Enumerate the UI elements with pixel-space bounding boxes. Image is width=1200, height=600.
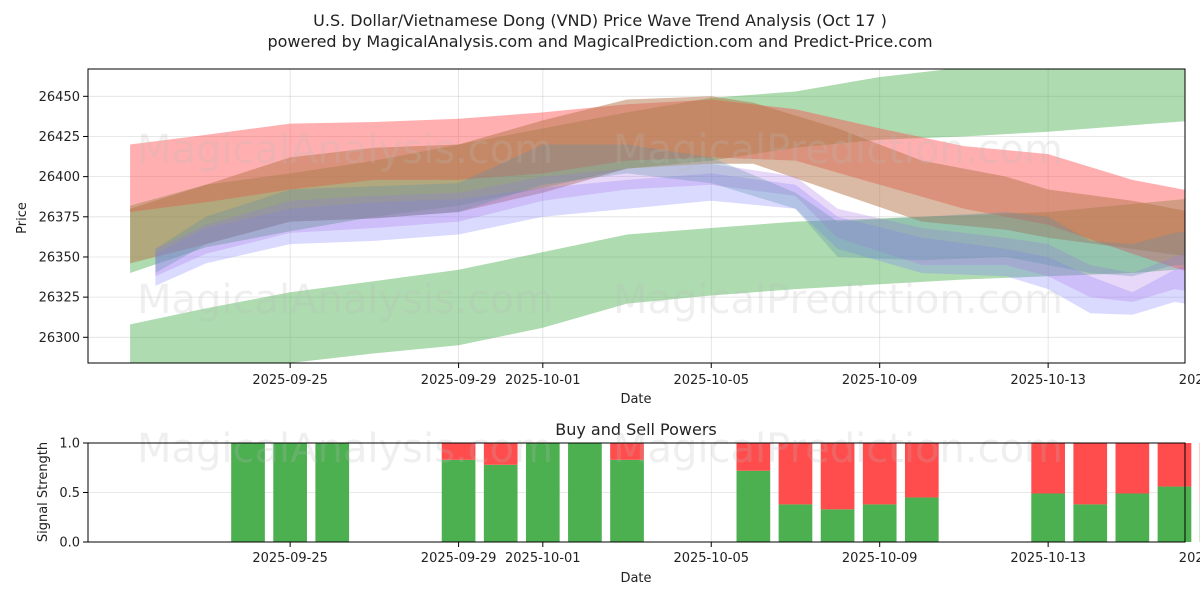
buy-bar — [1115, 493, 1150, 542]
teal-band — [155, 144, 1185, 277]
signal-x-axis: 2025-09-25 2025-09-29 2025-10-01 2025-10-05… — [252, 542, 1200, 566]
green-lower-band — [130, 198, 1185, 363]
watermark-analysis-mid: MagicalAnalysis.com — [137, 277, 553, 323]
watermark-analysis-top: MagicalAnalysis.com — [137, 127, 553, 173]
signal-y-tick-label: 0.5 — [59, 486, 80, 501]
sell-bar — [778, 443, 813, 505]
buy-sell-chart: Buy and Sell Powers MagicalAnalysis.com … — [36, 420, 1200, 586]
signal-x-tick-label: 2025-09-29 — [421, 551, 497, 566]
sell-bar — [862, 443, 897, 505]
watermark-prediction-top: MagicalPrediction.com — [613, 127, 1063, 173]
purple-band — [155, 163, 1185, 302]
buy-bar — [568, 443, 602, 542]
price-y-axis: 26300 26325 26350 26375 26400 26425 26450 — [39, 90, 88, 346]
buy-bar — [1031, 493, 1065, 542]
red-band — [130, 99, 1185, 271]
sell-bar — [441, 443, 476, 460]
signal-y-tick-label: 0.0 — [59, 536, 80, 551]
buy-bar — [610, 459, 644, 542]
signal-x-tick-label: 2025-10-09 — [842, 551, 918, 566]
buy-bar — [231, 443, 265, 542]
price-wave-chart: MagicalAnalysis.com MagicalPrediction.co… — [15, 68, 1200, 407]
sell-bar — [1115, 443, 1150, 494]
brown-band — [130, 96, 1185, 264]
price-y-tick-label: 26450 — [39, 90, 80, 105]
price-y-tick-label: 26325 — [39, 291, 80, 306]
buy-bar — [862, 504, 897, 542]
sell-bar — [1073, 443, 1108, 505]
signal-x-tick-label: 2025-10-13 — [1010, 551, 1086, 566]
price-y-tick-label: 26375 — [39, 210, 80, 225]
price-y-axis-label: Price — [15, 202, 30, 234]
signal-bars — [231, 443, 1200, 542]
sell-bar — [820, 443, 855, 510]
signal-x-tick-label: 2025-10-01 — [505, 551, 581, 566]
watermark-prediction-mid: MagicalPrediction.com — [613, 277, 1063, 323]
price-y-tick-label: 26350 — [39, 250, 80, 265]
buy-sell-title: Buy and Sell Powers — [555, 420, 717, 439]
price-y-tick-label: 26300 — [39, 331, 80, 346]
sell-bar — [1031, 443, 1065, 494]
buy-bar — [904, 497, 939, 542]
price-x-axis-label: Date — [620, 392, 651, 407]
price-x-tick-label: 2025-10-17 — [1179, 373, 1200, 388]
signal-x-tick-label: 2025-09-25 — [252, 551, 328, 566]
signal-x-axis-label: Date — [620, 571, 651, 586]
buy-bar — [273, 443, 307, 542]
signal-x-tick-label: 2025-10-05 — [673, 551, 749, 566]
signal-x-tick-label: 2025-10-17 — [1179, 551, 1200, 566]
buy-bar — [525, 443, 560, 542]
sell-bar — [610, 443, 644, 460]
watermark-analysis-bottom: MagicalAnalysis.com — [137, 426, 553, 472]
green-upper-band — [130, 69, 1185, 273]
buy-bar — [483, 464, 518, 542]
signal-y-axis-label: Signal Strength — [36, 442, 51, 542]
sell-bar — [1157, 443, 1192, 487]
chart-title-line1: U.S. Dollar/Vietnamese Dong (VND) Price … — [313, 11, 887, 30]
price-x-tick-label: 2025-09-25 — [252, 373, 328, 388]
buy-bar — [820, 509, 855, 542]
price-grid — [88, 69, 1185, 363]
price-y-tick-label: 26425 — [39, 130, 80, 145]
price-x-tick-label: 2025-10-05 — [673, 373, 749, 388]
price-x-tick-label: 2025-09-29 — [421, 373, 497, 388]
buy-bar — [778, 504, 813, 542]
sell-bar — [483, 443, 518, 465]
buy-bar — [315, 443, 350, 542]
sell-bar — [736, 443, 771, 471]
buy-bar — [1157, 486, 1192, 542]
buy-bar — [736, 470, 771, 542]
price-bands — [130, 69, 1185, 363]
price-x-axis: 2025-09-25 2025-09-29 2025-10-01 2025-10-05… — [252, 363, 1200, 388]
price-plot-frame — [87, 68, 1186, 364]
sell-bar — [904, 443, 939, 498]
buy-bar — [1073, 504, 1108, 542]
signal-y-tick-label: 1.0 — [59, 437, 80, 452]
watermark-prediction-bottom: MagicalPrediction.com — [613, 426, 1063, 472]
price-y-tick-label: 26400 — [39, 170, 80, 185]
buy-bar — [441, 459, 476, 542]
price-x-tick-label: 2025-10-01 — [505, 373, 581, 388]
chart-title-line2: powered by MagicalAnalysis.com and Magic… — [267, 32, 932, 51]
price-x-tick-label: 2025-10-09 — [842, 373, 918, 388]
blue-band — [155, 173, 1185, 315]
signal-y-axis: 0.0 0.5 1.0 — [59, 437, 88, 551]
price-x-tick-label: 2025-10-13 — [1010, 373, 1086, 388]
